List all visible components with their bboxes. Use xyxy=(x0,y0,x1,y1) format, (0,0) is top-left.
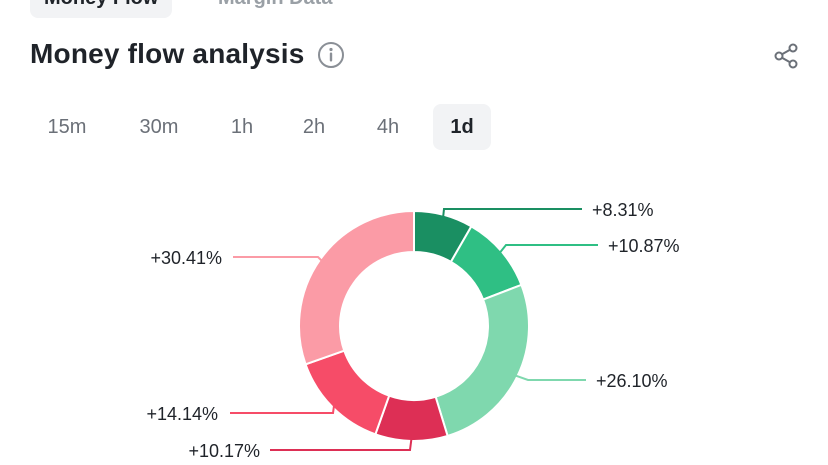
data-label-1: +8.31% xyxy=(592,200,654,220)
interval-4h[interactable]: 4h xyxy=(376,116,400,138)
data-label-2: +10.87% xyxy=(608,236,680,256)
page-title: Money flow analysis xyxy=(30,38,305,69)
tab-money-flow[interactable]: Money Flow xyxy=(30,0,173,18)
interval-1d[interactable]: 1d xyxy=(433,104,491,150)
section-header: Money flow analysis xyxy=(30,34,800,74)
flow-tabs: Money Flow Margin Data xyxy=(0,0,828,18)
leader-line-5 xyxy=(230,405,335,414)
info-circle-icon[interactable] xyxy=(317,41,345,69)
leader-line-3 xyxy=(515,374,586,381)
leader-line-4 xyxy=(270,438,413,451)
share-icon[interactable] xyxy=(772,42,800,70)
interval-30m[interactable]: 30m xyxy=(139,116,179,138)
interval-1h[interactable]: 1h xyxy=(230,116,254,138)
leader-line-2 xyxy=(499,244,598,254)
interval-15m[interactable]: 15m xyxy=(47,116,87,138)
donut-slice-5[interactable] xyxy=(304,349,391,436)
tab-margin-data[interactable]: Margin Data xyxy=(204,0,346,18)
interval-2h[interactable]: 2h xyxy=(302,116,326,138)
leader-line-1 xyxy=(442,208,582,217)
leader-line-6 xyxy=(233,256,323,262)
data-label-6: +30.41% xyxy=(150,248,222,268)
donut-slice-3[interactable] xyxy=(434,283,530,438)
data-label-3: +26.10% xyxy=(596,371,668,391)
data-label-4: +10.17% xyxy=(188,441,260,461)
donut-slice-6[interactable] xyxy=(298,209,415,366)
data-label-5: +14.14% xyxy=(146,404,218,424)
